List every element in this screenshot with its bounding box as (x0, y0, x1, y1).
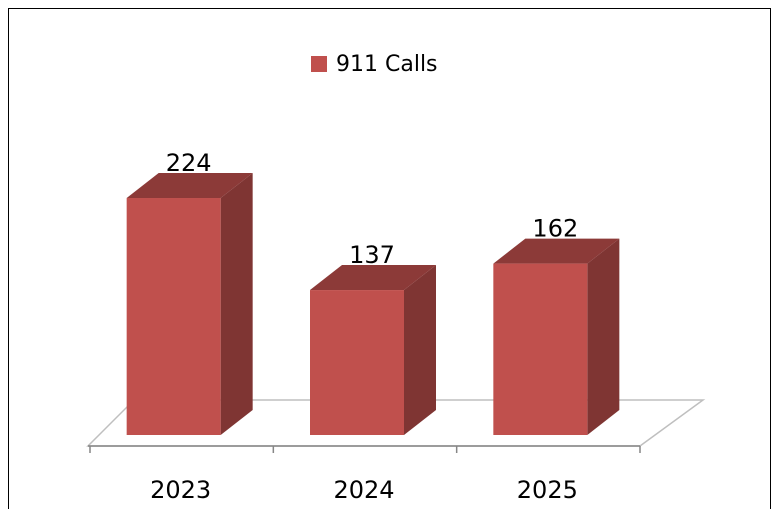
x-tick-label: 2025 (517, 476, 578, 504)
bar-side (587, 238, 620, 435)
bar-side (220, 173, 253, 435)
data-label: 137 (349, 241, 395, 269)
bar-side (404, 265, 436, 435)
bar-top (310, 265, 436, 291)
bar (493, 263, 588, 435)
legend-label: 911 Calls (336, 52, 438, 77)
x-tick-label: 2024 (333, 476, 394, 504)
bar-top (493, 238, 620, 264)
bar (126, 198, 221, 435)
data-label: 224 (166, 149, 212, 177)
bar-top (126, 173, 253, 199)
data-label: 162 (532, 215, 578, 243)
bar (310, 290, 404, 435)
x-tick-label: 2023 (150, 476, 211, 504)
legend-swatch (311, 56, 327, 72)
